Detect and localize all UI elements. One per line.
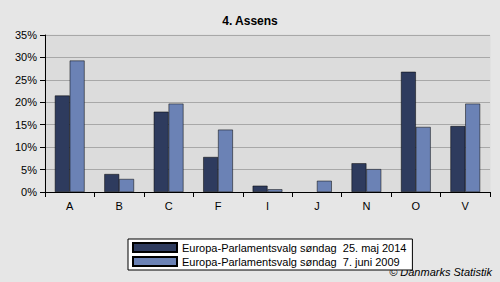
svg-text:5%: 5% bbox=[21, 164, 37, 176]
svg-text:J: J bbox=[314, 200, 320, 212]
svg-text:20%: 20% bbox=[15, 96, 37, 108]
svg-text:Europa-Parlamentsvalg søndag: Europa-Parlamentsvalg søndag 7. juni 200… bbox=[182, 256, 400, 268]
svg-text:15%: 15% bbox=[15, 119, 37, 131]
svg-text:10%: 10% bbox=[15, 141, 37, 153]
svg-text:I: I bbox=[266, 200, 269, 212]
svg-text:N: N bbox=[362, 200, 370, 212]
svg-text:© Danmarks Statistik: © Danmarks Statistik bbox=[389, 265, 492, 278]
svg-text:F: F bbox=[215, 200, 222, 212]
svg-text:Europa-Parlamentsvalg søndag: Europa-Parlamentsvalg søndag 25. maj 201… bbox=[182, 242, 406, 254]
svg-text:V: V bbox=[462, 200, 470, 212]
svg-text:4. Assens: 4. Assens bbox=[222, 14, 278, 28]
svg-text:C: C bbox=[165, 200, 173, 212]
svg-text:30%: 30% bbox=[15, 51, 37, 63]
svg-text:25%: 25% bbox=[15, 74, 37, 86]
svg-text:35%: 35% bbox=[15, 29, 37, 41]
svg-text:0%: 0% bbox=[21, 186, 37, 198]
svg-text:A: A bbox=[66, 200, 74, 212]
svg-text:O: O bbox=[412, 200, 421, 212]
svg-text:B: B bbox=[115, 200, 122, 212]
